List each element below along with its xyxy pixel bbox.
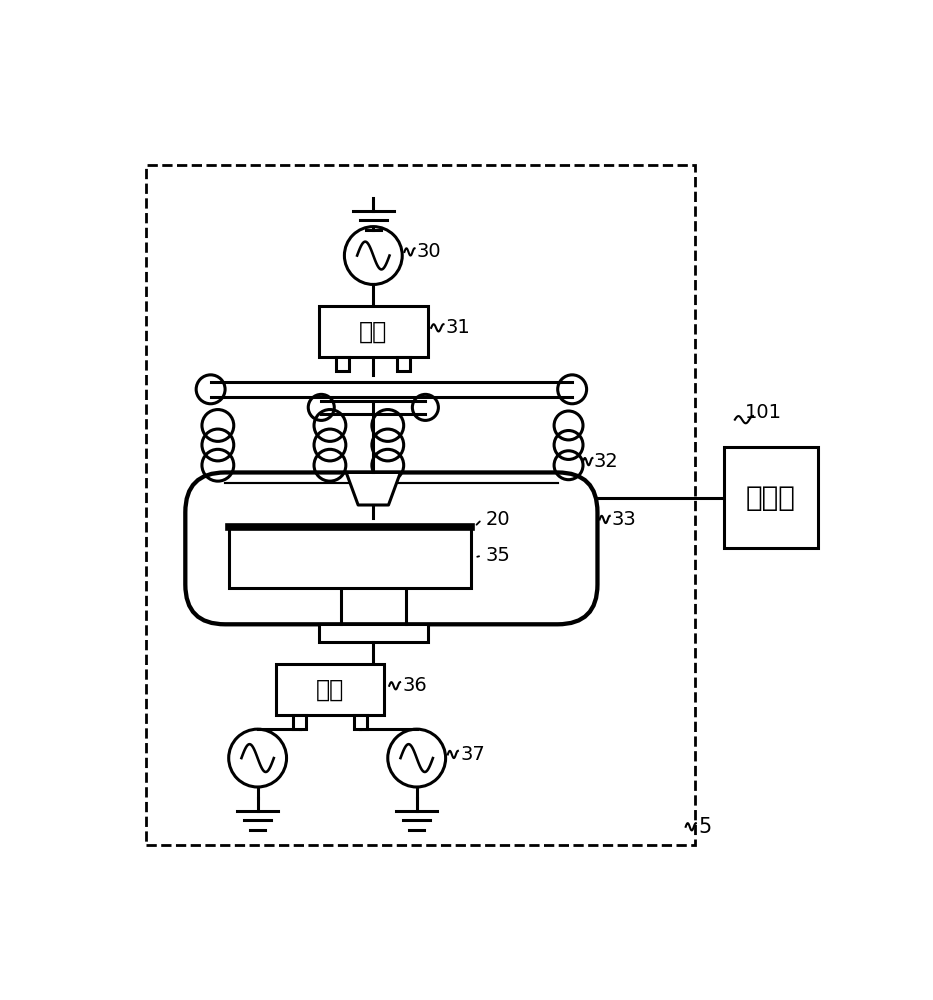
- Text: 31: 31: [446, 318, 470, 337]
- FancyBboxPatch shape: [397, 357, 411, 371]
- Text: 20: 20: [485, 510, 510, 529]
- FancyBboxPatch shape: [354, 715, 367, 729]
- FancyBboxPatch shape: [276, 664, 384, 715]
- FancyBboxPatch shape: [186, 472, 597, 624]
- FancyBboxPatch shape: [293, 715, 306, 729]
- FancyBboxPatch shape: [337, 357, 350, 371]
- Text: 30: 30: [417, 242, 441, 261]
- FancyBboxPatch shape: [319, 306, 427, 357]
- Text: 101: 101: [745, 403, 782, 422]
- Text: 32: 32: [594, 452, 619, 471]
- FancyBboxPatch shape: [319, 624, 427, 642]
- Text: 37: 37: [460, 745, 485, 764]
- FancyBboxPatch shape: [724, 447, 818, 548]
- FancyBboxPatch shape: [229, 527, 471, 588]
- Text: 匹配: 匹配: [315, 677, 344, 701]
- Text: 匹配: 匹配: [359, 319, 387, 343]
- Polygon shape: [346, 472, 400, 505]
- Text: 34: 34: [361, 523, 385, 542]
- Text: 36: 36: [402, 676, 427, 695]
- Text: 感测器: 感测器: [746, 484, 796, 512]
- Text: 35: 35: [485, 546, 510, 565]
- Text: 5: 5: [699, 817, 712, 837]
- Text: 33: 33: [612, 510, 636, 529]
